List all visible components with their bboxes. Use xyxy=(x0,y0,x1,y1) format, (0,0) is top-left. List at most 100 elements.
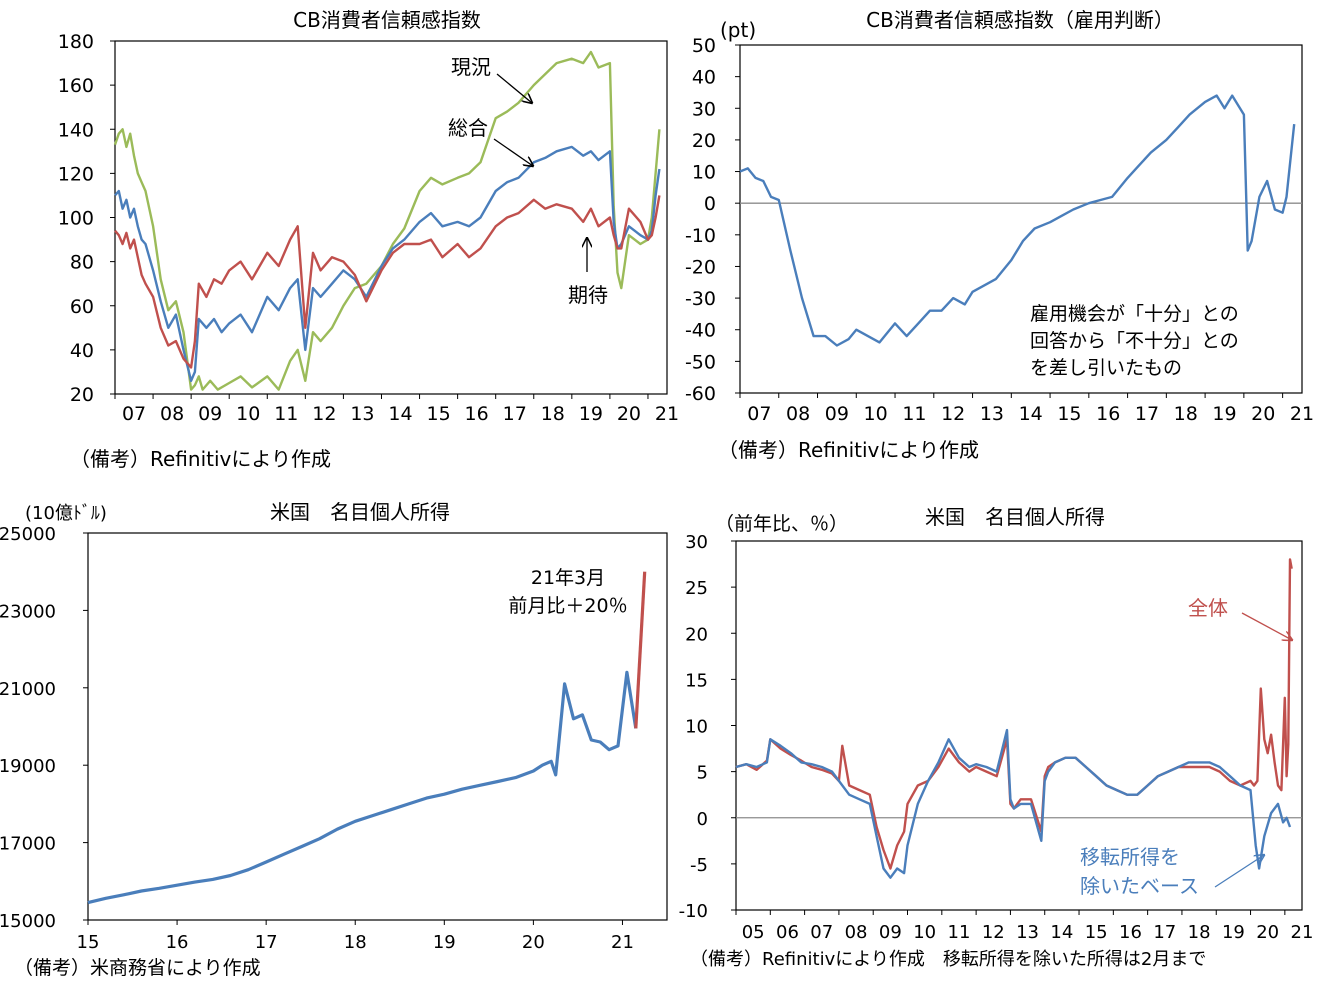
chart1-xtick-label: 08 xyxy=(160,403,184,425)
chart1-title: CB消費者信頼感指数 xyxy=(293,8,481,32)
chart3-source: （備考）米商務省により作成 xyxy=(14,957,261,979)
chart2-xtick-label: 18 xyxy=(1174,403,1198,425)
chart3-xtick-label: 17 xyxy=(255,932,278,953)
chart3-title: 米国 名目個人所得 xyxy=(270,500,450,524)
chart4-ytick-label: 0 xyxy=(697,809,708,830)
chart3-xtick-label: 15 xyxy=(77,932,100,953)
chart4-ytick-label: 20 xyxy=(685,624,708,645)
annotation-sogo: 総合 xyxy=(448,116,488,140)
chart2-series xyxy=(739,94,1296,347)
chart3-xtick-label: 21 xyxy=(611,932,634,953)
chart1-series xyxy=(113,50,661,391)
chart4-ytick-label: 10 xyxy=(685,717,708,738)
chart4-ytick-label: -10 xyxy=(679,901,708,922)
chart2-xtick-label: 07 xyxy=(747,403,771,425)
chart1-xtick-label: 09 xyxy=(198,403,222,425)
chart3-ytick-label: 21000 xyxy=(0,679,56,700)
chart4-xtick-label: 14 xyxy=(1050,922,1073,943)
chart2-series-line-0 xyxy=(739,94,1296,347)
chart2-xtick-label: 20 xyxy=(1251,403,1275,425)
chart3-xtick-label: 19 xyxy=(433,932,456,953)
chart4-xtick-label: 12 xyxy=(982,922,1005,943)
chart4-xtick-label: 16 xyxy=(1119,922,1142,943)
chart2-ytick-label: 30 xyxy=(692,98,716,120)
chart2-xtick-label: 17 xyxy=(1135,403,1159,425)
chart4-source: （備考）Refinitivにより作成 移転所得を除いた所得は2月まで xyxy=(690,949,1206,970)
chart1-xtick-label: 15 xyxy=(426,403,450,425)
chart3-ytick-label: 25000 xyxy=(0,524,56,545)
chart1-xtick-label: 20 xyxy=(617,403,641,425)
chart2-xtick-label: 09 xyxy=(825,403,849,425)
chart2-ytick-label: -40 xyxy=(685,320,716,342)
chart4-xtick-label: 19 xyxy=(1222,922,1245,943)
chart1-ytick-label: 160 xyxy=(58,75,94,97)
chart4-xtick-label: 06 xyxy=(776,922,799,943)
chart4-series-line-1 xyxy=(735,728,1292,879)
chart3-plot-area xyxy=(87,532,668,921)
chart3-xtick-label: 20 xyxy=(522,932,545,953)
chart2-xtick-label: 16 xyxy=(1096,403,1120,425)
chart1-x-ticks: 07 08 09 10 11 12 13 14 15 16 17 18 19 20 21 xyxy=(114,394,679,425)
chart1-xtick-label: 10 xyxy=(236,403,260,425)
chart3-x-ticks: 15 16 17 18 19 20 21 xyxy=(77,920,634,953)
chart2-ytick-label: -10 xyxy=(685,225,716,247)
chart3-y-ticks: 15000 17000 19000 21000 23000 25000 xyxy=(0,524,88,932)
chart3-ytick-label: 15000 xyxy=(0,911,56,932)
chart4-xtick-label: 15 xyxy=(1085,922,1108,943)
chart4-label-ex-transfer-arrow xyxy=(1214,855,1264,888)
chart4-yunit: （前年比、％） xyxy=(715,513,848,535)
chart2-xtick-label: 10 xyxy=(864,403,888,425)
chart1-ytick-label: 180 xyxy=(58,31,94,53)
chart2-note-line1: 雇用機会が「十分」との xyxy=(1030,303,1239,325)
chart4-xtick-label: 13 xyxy=(1016,922,1039,943)
annotation-kitai: 期待 xyxy=(568,283,608,307)
chart1-xtick-label: 21 xyxy=(655,403,679,425)
chart1-xtick-label: 19 xyxy=(579,403,603,425)
chart3-xtick-label: 18 xyxy=(344,932,367,953)
chart2-ytick-label: 10 xyxy=(692,162,716,184)
chart4-title: 米国 名目個人所得 xyxy=(925,505,1105,529)
chart4-label-ex-transfer-line1: 移転所得を xyxy=(1080,845,1180,869)
chart1-ytick-label: 140 xyxy=(58,119,94,141)
chart1-xtick-label: 11 xyxy=(274,403,298,425)
chart1-ytick-label: 120 xyxy=(58,163,94,185)
chart4-xtick-label: 07 xyxy=(810,922,833,943)
chart4-xtick-label: 17 xyxy=(1153,922,1176,943)
chart1-series-line-0 xyxy=(113,50,661,391)
chart3-xtick-label: 16 xyxy=(166,932,189,953)
chart1-xtick-label: 07 xyxy=(122,403,146,425)
annotation-genkyo: 現況 xyxy=(451,55,491,79)
chart1-ytick-label: 80 xyxy=(70,252,94,274)
chart1-series-line-2 xyxy=(114,195,661,369)
chart4-xtick-label: 05 xyxy=(742,922,765,943)
chart1-ytick-label: 100 xyxy=(58,208,94,230)
chart3-series-line-0 xyxy=(87,670,638,905)
chart4-series xyxy=(735,558,1293,879)
chart4-xtick-label: 21 xyxy=(1291,922,1314,943)
chart2-ytick-label: 40 xyxy=(692,67,716,89)
chart4-xtick-label: 10 xyxy=(913,922,936,943)
chart2-ytick-label: -60 xyxy=(685,383,716,405)
chart2-y-ticks: -60 -50 -40 -30 -20 -10 0 10 20 30 40 50 xyxy=(685,35,1302,405)
chart4-ytick-label: 5 xyxy=(697,763,708,784)
chart4-label-total-arrow xyxy=(1241,612,1292,640)
chart1-ytick-label: 40 xyxy=(70,340,94,362)
annotation-genkyo-arrow xyxy=(496,73,532,103)
chart2-ytick-label: -30 xyxy=(685,288,716,310)
chart2-xtick-label: 21 xyxy=(1290,403,1314,425)
chart2-xtick-label: 15 xyxy=(1057,403,1081,425)
chart2-source: （備考）Refinitivにより作成 xyxy=(718,438,979,462)
chart4-xtick-label: 20 xyxy=(1256,922,1279,943)
chart3-annotation-line2: 前月比＋20％ xyxy=(508,595,627,617)
chart2-xtick-label: 13 xyxy=(980,403,1004,425)
chart1-ytick-label: 60 xyxy=(70,296,94,318)
chart2-ytick-label: -20 xyxy=(685,256,716,278)
chart2-x-ticks: 07 08 09 10 11 12 13 14 15 16 17 18 19 20 21 xyxy=(739,393,1314,425)
chart3-series-line-1 xyxy=(634,571,647,729)
chart4-ytick-label: 30 xyxy=(685,532,708,553)
chart4-ytick-label: 25 xyxy=(685,578,708,599)
chart3-series xyxy=(87,571,647,905)
annotation-sogo-arrow xyxy=(493,138,533,166)
chart2-title: CB消費者信頼感指数（雇用判断） xyxy=(866,8,1174,32)
chart2-note-line3: を差し引いたもの xyxy=(1030,357,1182,379)
